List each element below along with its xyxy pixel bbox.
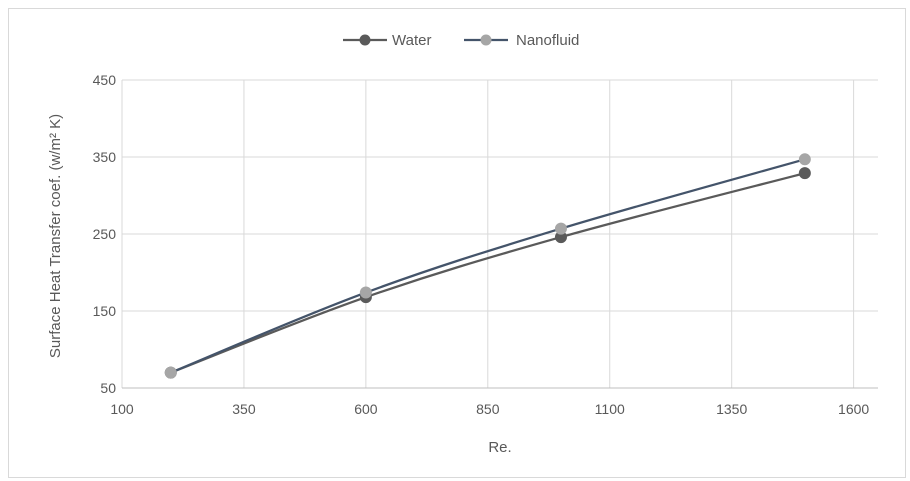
x-tick-label: 1600 — [838, 401, 869, 417]
y-tick-label: 350 — [93, 149, 117, 165]
chart-frame — [8, 8, 906, 478]
x-tick-label: 1100 — [595, 401, 625, 417]
x-tick-label: 1350 — [716, 401, 747, 417]
x-tick-label: 600 — [354, 401, 378, 417]
series-line-nanofluid — [170, 158, 806, 374]
axis-layer: 50 150 250 350 450 100 350 600 850 1100 1350 1600 — [93, 72, 878, 417]
legend-label-water: Water — [392, 32, 431, 49]
legend-marker-nanofluid — [480, 34, 492, 46]
data-point-nanofluid — [554, 222, 567, 235]
y-axis-title: Surface Heat Transfer coef. (w/m² K) — [47, 114, 64, 358]
legend-marker-water — [359, 34, 371, 46]
y-tick-label: 50 — [100, 380, 116, 396]
data-point-nanofluid — [164, 366, 177, 379]
x-tick-label: 850 — [476, 401, 500, 417]
grid-layer — [121, 79, 878, 389]
x-axis-title: Re. — [488, 439, 511, 456]
series-line-water — [170, 172, 806, 374]
series-layer — [164, 153, 811, 379]
data-point-nanofluid — [359, 286, 372, 299]
y-tick-label: 150 — [93, 303, 117, 319]
x-tick-label: 100 — [110, 401, 134, 417]
y-tick-label: 250 — [93, 226, 117, 242]
data-point-nanofluid — [798, 153, 811, 166]
legend-label-nanofluid: Nanofluid — [516, 32, 579, 49]
y-tick-label: 450 — [93, 72, 117, 88]
x-tick-label: 350 — [232, 401, 256, 417]
data-point-water — [798, 167, 811, 180]
legend: Water Nanofluid — [343, 32, 579, 49]
